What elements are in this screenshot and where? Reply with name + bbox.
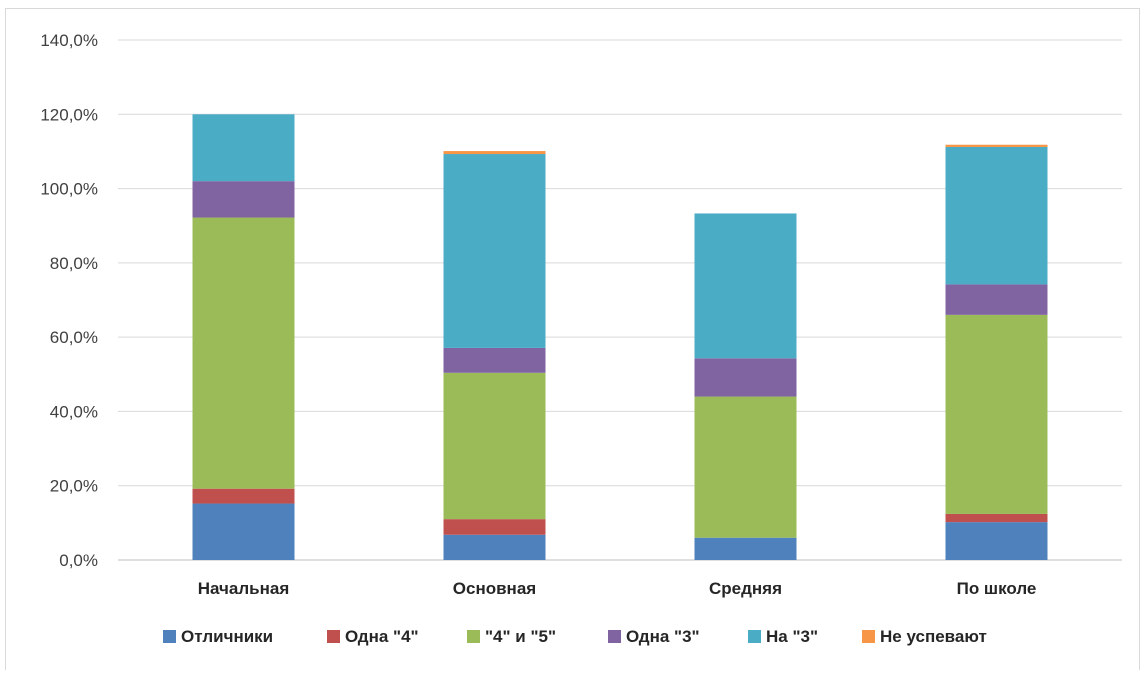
x-axis: Начальная Основная Средняя По школе <box>198 579 1037 598</box>
chart-border <box>5 8 1140 670</box>
legend-swatch <box>608 630 621 643</box>
bar-segment-2-3 <box>694 358 797 397</box>
legend-label: Не успевают <box>880 627 987 646</box>
y-tick-label: 100,0% <box>40 180 98 199</box>
bar-segment-2-2 <box>694 396 797 538</box>
category-label: По школе <box>957 579 1037 598</box>
category-label: Начальная <box>198 579 290 598</box>
bar-segment-3-3 <box>945 284 1048 315</box>
bar-segment-0-2 <box>192 217 295 489</box>
y-tick-label: 20,0% <box>50 477 98 496</box>
bar-segment-0-1 <box>192 488 295 504</box>
y-tick-label: 120,0% <box>40 105 98 124</box>
legend-swatch <box>163 630 176 643</box>
legend-swatch <box>467 630 480 643</box>
legend-label: "4" и "5" <box>485 627 556 646</box>
bar-segment-0-0 <box>192 503 295 560</box>
bars <box>192 114 1048 560</box>
bar-segment-0-3 <box>192 181 295 218</box>
y-tick-label: 0,0% <box>59 551 98 570</box>
legend-swatch <box>327 630 340 643</box>
category-label: Средняя <box>709 579 782 598</box>
bar-segment-2-0 <box>694 537 797 560</box>
legend-swatch <box>748 630 761 643</box>
bar-segment-0-4 <box>192 114 295 182</box>
legend-swatch <box>862 630 875 643</box>
bar-segment-1-2 <box>443 372 546 520</box>
y-tick-label: 80,0% <box>50 254 98 273</box>
bar-segment-3-4 <box>945 146 1048 285</box>
legend: Отличники Одна "4" "4" и "5" Одна "3" На "3"… <box>163 627 987 646</box>
bar-segment-3-5 <box>945 144 1048 147</box>
bar-segment-1-1 <box>443 519 546 535</box>
category-label: Основная <box>453 579 536 598</box>
legend-label: Одна "4" <box>345 627 419 646</box>
y-tick-label: 140,0% <box>40 31 98 50</box>
y-axis: 0,0% 20,0% 40,0% 60,0% 80,0% 100,0% 120,0% 140,… <box>40 31 98 570</box>
bar-segment-2-4 <box>694 213 797 359</box>
legend-label: Одна "3" <box>626 627 700 646</box>
bar-segment-3-0 <box>945 522 1048 560</box>
bar-segment-1-4 <box>443 154 546 348</box>
bar-segment-3-2 <box>945 314 1048 514</box>
legend-label: Отличники <box>181 627 273 646</box>
bar-segment-1-0 <box>443 534 546 560</box>
legend-label: На "3" <box>766 627 818 646</box>
bar-segment-1-3 <box>443 347 546 373</box>
bar-segment-1-5 <box>443 151 546 155</box>
bar-segment-3-1 <box>945 513 1048 523</box>
y-tick-label: 40,0% <box>50 402 98 421</box>
y-tick-label: 60,0% <box>50 328 98 347</box>
